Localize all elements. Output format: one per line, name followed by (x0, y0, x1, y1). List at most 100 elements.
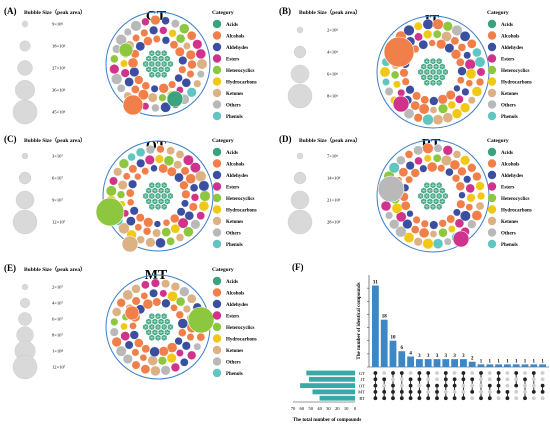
compound-bubble (466, 193, 476, 203)
compound-bubble (136, 158, 146, 168)
size-legend-label: 27×10⁶ (52, 66, 66, 71)
acid-grid-line (142, 324, 149, 330)
matrix-dot-empty (496, 396, 501, 401)
acid-grid-line (426, 74, 433, 81)
compound-bubble (124, 77, 134, 87)
size-legend-label: 18×10⁶ (52, 44, 66, 49)
acid-grid-line (148, 61, 155, 67)
set-size-bar (300, 383, 355, 388)
compound-bubble (422, 238, 434, 250)
compound-bubble (125, 188, 135, 198)
matrix-dot-filled (443, 383, 448, 388)
compound-bubble (429, 106, 438, 114)
acid-grid-line (151, 55, 158, 62)
compound-bubble (129, 330, 139, 340)
compound-bubble (429, 96, 439, 106)
acid-grid-line (158, 318, 165, 325)
compound-bubble (132, 34, 141, 42)
acid-grid-line (161, 182, 168, 188)
matrix-dot-filled (373, 371, 378, 375)
intersection-bar (451, 359, 458, 367)
compound-bubble (131, 85, 140, 94)
compound-bubble (178, 65, 187, 74)
compound-bubble (170, 223, 181, 234)
compound-bubble (438, 219, 447, 228)
compound-bubble (465, 79, 474, 87)
legend-label-hydrocarbons: Hydrocarbons (501, 80, 532, 85)
compound-bubble (414, 156, 423, 166)
matrix-dot-filled (382, 396, 387, 401)
acid-grid-line (158, 187, 165, 194)
matrix-dot-empty (470, 383, 475, 388)
acid-grid-line (430, 193, 436, 199)
matrix-dot-empty (523, 390, 527, 394)
compound-bubble (388, 162, 400, 174)
bar-value-label: 1 (480, 359, 483, 364)
compound-bubble (166, 166, 177, 177)
acid-grid-line (148, 204, 155, 210)
acid-grid-line (436, 69, 443, 75)
compound-bubble (179, 358, 189, 367)
compound-bubble (432, 29, 442, 39)
compound-bubble (460, 155, 471, 166)
legend-swatch-hydrocarbons (487, 77, 497, 86)
compound-bubble (432, 114, 444, 125)
compound-bubble (451, 24, 463, 36)
acid-grid-line (148, 50, 155, 56)
matrix-dot-empty (382, 383, 387, 388)
intersection-bar (504, 364, 511, 367)
legend-swatch-others (487, 100, 497, 109)
compound-bubble (445, 90, 456, 100)
size-legend-label: 14×10⁶ (327, 176, 341, 181)
compound-bubble (155, 237, 166, 249)
size-legend-label: 8×10⁷ (52, 333, 63, 338)
size-legend-label: 45×10⁶ (52, 110, 66, 115)
compound-bubble (159, 26, 168, 35)
compound-bubble (175, 349, 184, 357)
compound-bubble (402, 219, 413, 230)
legend-swatch-others (212, 357, 222, 366)
matrix-dot-filled (443, 371, 448, 375)
large-compound-bubble (124, 305, 140, 321)
acid-grid-line (420, 198, 427, 205)
legend-label-acids: Acids (501, 151, 513, 156)
matrix-dot-empty (408, 371, 413, 375)
matrix-dot-filled (435, 396, 439, 401)
acid-grid-line (155, 193, 161, 199)
compound-bubble (168, 29, 177, 38)
matrix-dot-empty (399, 377, 404, 382)
compound-bubble (175, 233, 185, 242)
compound-bubble (168, 80, 177, 89)
legend-swatch-heterocyclics (212, 322, 222, 332)
acid-grid-line (161, 61, 168, 67)
compound-bubble (163, 155, 175, 166)
matrix-dot-empty (382, 371, 387, 375)
size-legend-bubble (21, 20, 29, 28)
intersection-bar (424, 359, 432, 367)
compound-bubble (429, 230, 438, 238)
legend-label-aldehydes: Aldehydes (501, 46, 523, 51)
acid-grid-line (151, 198, 158, 205)
acid-grid-line (155, 313, 161, 319)
compound-bubble (406, 210, 414, 218)
matrix-dot-filled (496, 377, 501, 382)
compound-bubble (129, 206, 139, 216)
matrix-dot-filled (399, 371, 404, 375)
set-size-bar (308, 376, 355, 382)
legend-label-esters: Esters (226, 57, 239, 62)
legend-swatch-ketones (212, 345, 222, 355)
compound-bubble (145, 145, 156, 155)
size-legend-bubble (293, 45, 307, 59)
acid-grid-line (436, 80, 443, 86)
matrix-dot-empty (487, 390, 492, 394)
panel-ot: (C) Bubble Size（peak area） 3×10⁷ 6×10⁷ 9×10⁷… (4, 134, 257, 253)
matrix-dot-empty (479, 383, 483, 388)
compound-bubble (139, 353, 148, 362)
matrix-dot-filled (531, 371, 536, 375)
set-name-label: MT (358, 390, 365, 395)
matrix-dot-filled (391, 390, 395, 394)
compound-bubble (190, 193, 200, 202)
compound-bubble (166, 237, 175, 246)
legend-swatch-acids (212, 19, 222, 29)
compound-bubble (450, 36, 460, 46)
